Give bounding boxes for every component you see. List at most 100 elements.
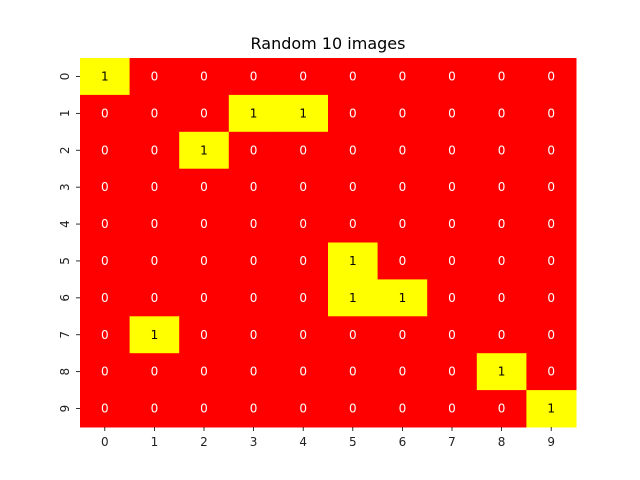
heatmap-cell bbox=[427, 131, 478, 170]
y-tick-label: 4 bbox=[58, 220, 72, 228]
cell-value-label: 0 bbox=[151, 180, 159, 194]
cell-value-label: 0 bbox=[200, 217, 208, 231]
cell-value-label: 0 bbox=[448, 106, 456, 120]
heatmap-cell bbox=[377, 205, 428, 243]
heatmap-cell bbox=[228, 353, 279, 391]
cell-value-label: 0 bbox=[200, 69, 208, 83]
heatmap-cell bbox=[179, 316, 230, 354]
heatmap-cell bbox=[278, 279, 329, 317]
heatmap-cell bbox=[526, 94, 577, 133]
heatmap-cell bbox=[377, 242, 428, 280]
cell-value-label: 0 bbox=[349, 69, 357, 83]
cell-value-label: 0 bbox=[547, 328, 555, 342]
heatmap-cell bbox=[80, 353, 131, 391]
cell-value-label: 0 bbox=[101, 217, 109, 231]
heatmap-cell bbox=[179, 94, 230, 133]
heatmap-cell bbox=[278, 353, 329, 391]
heatmap-cell bbox=[129, 279, 180, 317]
cell-value-label: 0 bbox=[200, 402, 208, 416]
cell-value-label: 0 bbox=[299, 180, 307, 194]
heatmap-cell bbox=[228, 94, 279, 133]
cell-value-label: 0 bbox=[547, 365, 555, 379]
x-tick-label: 0 bbox=[101, 435, 109, 449]
heatmap-cell bbox=[129, 205, 180, 243]
cell-value-label: 0 bbox=[200, 365, 208, 379]
heatmap-cell bbox=[328, 205, 379, 243]
cell-value-label: 0 bbox=[250, 402, 258, 416]
cell-value-label: 0 bbox=[299, 254, 307, 268]
cell-value-label: 0 bbox=[200, 106, 208, 120]
heatmap-cell bbox=[377, 390, 428, 428]
heatmap-cell bbox=[228, 131, 279, 170]
heatmap-cell bbox=[427, 58, 478, 96]
heatmap-cell bbox=[328, 353, 379, 391]
cell-value-label: 0 bbox=[250, 254, 258, 268]
heatmap-cell bbox=[427, 279, 478, 317]
cell-value-label: 0 bbox=[498, 254, 506, 268]
cell-value-label: 0 bbox=[250, 143, 258, 157]
cell-value-label: 1 bbox=[250, 106, 258, 120]
heatmap-cell bbox=[278, 205, 329, 243]
heatmap-cell bbox=[129, 242, 180, 280]
heatmap-cell bbox=[427, 94, 478, 133]
cell-value-label: 0 bbox=[349, 106, 357, 120]
cell-value-label: 0 bbox=[101, 106, 109, 120]
heatmap-cell bbox=[526, 279, 577, 317]
cell-value-label: 0 bbox=[448, 402, 456, 416]
heatmap-cell bbox=[80, 279, 131, 317]
heatmap-cell bbox=[377, 316, 428, 354]
heatmap-cell bbox=[526, 58, 577, 96]
heatmap-cell bbox=[129, 94, 180, 133]
y-tick-label: 5 bbox=[58, 257, 72, 265]
cell-value-label: 0 bbox=[151, 69, 159, 83]
heatmap-cell bbox=[228, 316, 279, 354]
heatmap-cell bbox=[179, 205, 230, 243]
cell-value-label: 0 bbox=[200, 254, 208, 268]
heatmap-cell bbox=[179, 390, 230, 428]
heatmap-cell bbox=[427, 353, 478, 391]
x-tick-label: 9 bbox=[547, 435, 555, 449]
cell-value-label: 0 bbox=[101, 143, 109, 157]
heatmap-cell bbox=[377, 58, 428, 96]
heatmap-cell bbox=[328, 94, 379, 133]
cell-value-label: 0 bbox=[547, 254, 555, 268]
heatmap-cell bbox=[526, 131, 577, 170]
cell-value-label: 0 bbox=[101, 328, 109, 342]
cell-value-label: 0 bbox=[498, 143, 506, 157]
x-tick-label: 7 bbox=[448, 435, 456, 449]
heatmap-cell bbox=[377, 279, 428, 317]
heatmap-cell bbox=[129, 168, 180, 207]
heatmap-cell bbox=[228, 279, 279, 317]
x-tick-label: 5 bbox=[349, 435, 357, 449]
heatmap-cell bbox=[427, 168, 478, 207]
heatmap-cell bbox=[377, 131, 428, 170]
heatmap-cell bbox=[228, 168, 279, 207]
cell-value-label: 1 bbox=[547, 402, 555, 416]
heatmap-cell bbox=[526, 205, 577, 243]
heatmap-cell bbox=[80, 205, 131, 243]
cell-value-label: 0 bbox=[349, 402, 357, 416]
cell-value-label: 0 bbox=[448, 180, 456, 194]
cell-value-label: 0 bbox=[498, 291, 506, 305]
heatmap-cell bbox=[129, 131, 180, 170]
cell-value-label: 0 bbox=[399, 402, 407, 416]
cell-value-label: 0 bbox=[448, 217, 456, 231]
cell-value-label: 0 bbox=[498, 217, 506, 231]
cell-value-label: 0 bbox=[399, 69, 407, 83]
cell-value-label: 0 bbox=[250, 217, 258, 231]
y-tick-label: 7 bbox=[58, 331, 72, 339]
heatmap-cell bbox=[476, 390, 527, 428]
cell-value-label: 1 bbox=[151, 328, 159, 342]
heatmap-cell bbox=[228, 205, 279, 243]
cell-value-label: 0 bbox=[547, 180, 555, 194]
x-tick-label: 2 bbox=[200, 435, 208, 449]
x-tick-label: 4 bbox=[299, 435, 307, 449]
heatmap-cell bbox=[278, 242, 329, 280]
cell-value-label: 0 bbox=[349, 180, 357, 194]
cell-value-label: 0 bbox=[498, 69, 506, 83]
heatmap-cell bbox=[427, 390, 478, 428]
heatmap-cell bbox=[328, 58, 379, 96]
heatmap-cell bbox=[476, 242, 527, 280]
y-tick-label: 6 bbox=[58, 294, 72, 302]
x-tick-label: 6 bbox=[399, 435, 407, 449]
